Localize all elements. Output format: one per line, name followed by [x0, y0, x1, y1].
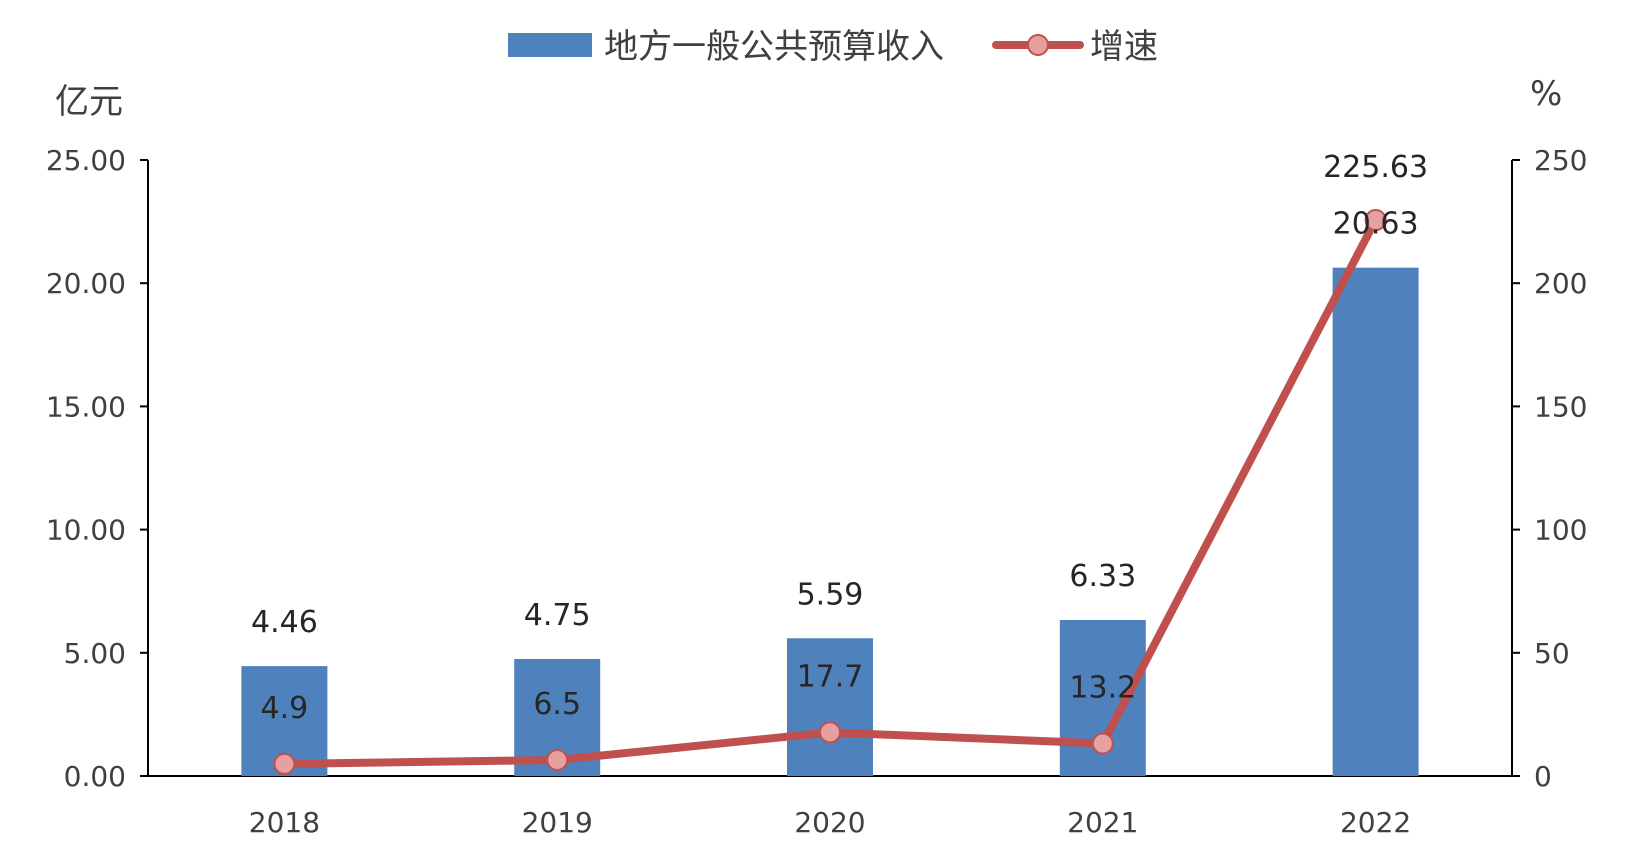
x-tick-label: 2020: [794, 806, 865, 839]
y-left-tick-label: 5.00: [64, 637, 126, 670]
y-right-unit: %: [1530, 74, 1562, 114]
y-left-tick-label: 20.00: [46, 267, 126, 300]
line-point: [273, 752, 296, 775]
legend-bar-swatch: [508, 33, 592, 57]
legend-line-marker: [1027, 34, 1049, 56]
y-left-unit: 亿元: [55, 82, 123, 122]
y-right-tick-label: 200: [1534, 267, 1587, 300]
y-left-tick-label: 0.00: [64, 760, 126, 793]
y-left-tick-label: 15.00: [46, 390, 126, 423]
x-tick-label: 2021: [1067, 806, 1138, 839]
line-value-label: 13.2: [1069, 670, 1136, 705]
growth-line-series: [273, 209, 1387, 775]
line-value-label: 17.7: [797, 659, 864, 694]
line-value-label: 6.5: [533, 687, 581, 722]
y-left-tick-label: 10.00: [46, 514, 126, 547]
axes: 0.00 5.00 10.00 15.00 20.00 25.00 0 50 100 150 200…: [46, 144, 1588, 839]
line-value-label: 4.9: [261, 691, 309, 726]
bar-value-label: 6.33: [1069, 559, 1136, 594]
line-point: [546, 748, 569, 771]
bar: [1332, 267, 1419, 776]
line-point: [1091, 732, 1114, 755]
bar-value-label: 20.63: [1333, 207, 1419, 242]
y-right-tick-label: 0: [1534, 760, 1552, 793]
line-point: [1364, 209, 1387, 232]
legend-line-label: 增速: [1090, 27, 1158, 67]
bar: [787, 638, 873, 776]
y-right-tick-label: 150: [1534, 390, 1587, 423]
bar-value-label: 4.46: [251, 605, 318, 640]
bars: [241, 267, 1419, 776]
line-value-label: 225.63: [1323, 150, 1428, 185]
legend-bar-label: 地方一般公共预算收入: [604, 27, 944, 67]
x-tick-label: 2018: [249, 806, 320, 839]
bar-value-label: 5.59: [797, 577, 864, 612]
data-labels: 4.46 4.75 5.59 6.33 20.63 4.9 6.5 17.7 13.2 225.6…: [251, 150, 1428, 726]
x-tick-label: 2022: [1340, 806, 1411, 839]
line-point: [819, 721, 841, 744]
bar-value-label: 4.75: [524, 598, 591, 633]
y-right-tick-label: 250: [1534, 144, 1587, 177]
y-right-tick-label: 50: [1534, 637, 1570, 670]
legend: 地方一般公共预算收入 增速: [508, 27, 1158, 67]
y-right-tick-label: 100: [1534, 514, 1587, 547]
y-left-tick-label: 25.00: [46, 144, 126, 177]
x-tick-label: 2019: [522, 806, 593, 839]
